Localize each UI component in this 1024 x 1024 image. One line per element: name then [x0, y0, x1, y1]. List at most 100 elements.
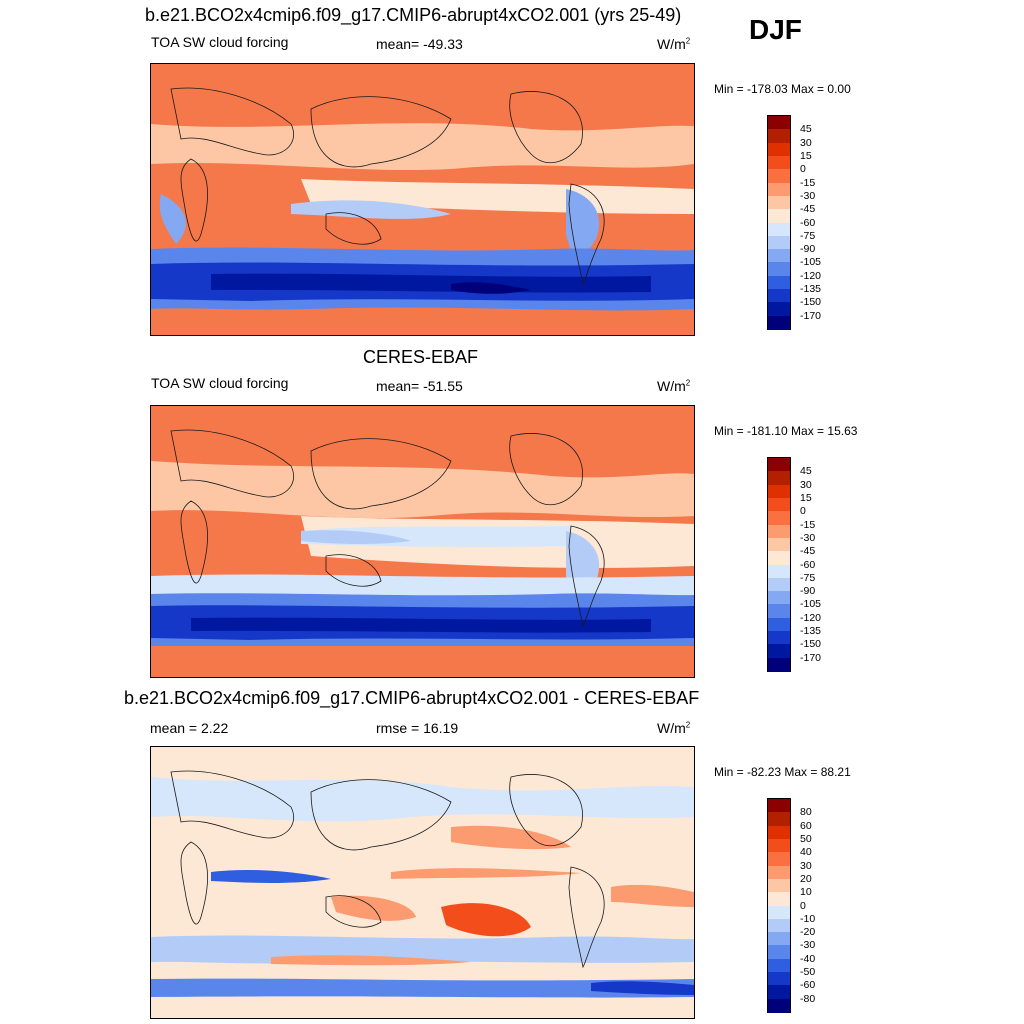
colorbar-swatch [768, 644, 790, 659]
colorbar-swatch [768, 631, 790, 645]
colorbar-label: 60 [800, 819, 812, 832]
colorbar-label: 45 [800, 465, 812, 478]
colorbar-swatch [768, 577, 790, 592]
colorbar-label: 45 [800, 123, 812, 136]
colorbar-swatch [768, 958, 790, 973]
panel-2-map [150, 405, 695, 678]
colorbar-swatch [768, 458, 790, 472]
colorbar-label: 20 [800, 872, 812, 885]
colorbar-label: -105 [800, 256, 822, 269]
colorbar-label: -80 [800, 992, 816, 1005]
colorbar-label: -120 [800, 611, 822, 624]
colorbar-label: 0 [800, 899, 806, 912]
colorbar-label: -90 [800, 243, 816, 256]
colorbar-swatch [768, 945, 790, 960]
colorbar-label: -30 [800, 531, 816, 544]
colorbar-label: -75 [800, 229, 816, 242]
colorbar-swatch [768, 617, 790, 632]
panel-1-colorbar: 45 30 15 0 -15 -30 -45 -60 -75 -90 -105 -120 -135 -15… [767, 115, 821, 330]
colorbar-label: 0 [800, 163, 806, 176]
panel-1-map [150, 63, 695, 336]
colorbar-label: -135 [800, 283, 822, 296]
colorbar-swatch [768, 657, 790, 672]
colorbar-label: -120 [800, 269, 822, 282]
colorbar-swatch [768, 972, 790, 986]
colorbar-label: -50 [800, 966, 816, 979]
colorbar-swatch [768, 315, 790, 330]
colorbar-swatch [768, 878, 790, 893]
colorbar-swatch [768, 511, 790, 526]
colorbar-label: -15 [800, 518, 816, 531]
panel-1-mean: mean= -49.33 [376, 36, 463, 52]
colorbar-label: -60 [800, 979, 816, 992]
colorbar-label: -40 [800, 952, 816, 965]
colorbar-swatch [768, 129, 790, 144]
colorbar-label: -170 [800, 651, 822, 664]
panel-3-rmse: rmse = 16.19 [376, 720, 459, 736]
colorbar-swatch [768, 564, 790, 579]
panel-2-mean: mean= -51.55 [376, 378, 463, 394]
panel-2-map-field [151, 406, 694, 677]
colorbar-swatch [768, 471, 790, 486]
colorbar-label: -150 [800, 296, 822, 309]
colorbar-label: -135 [800, 625, 822, 638]
colorbar-swatch [768, 524, 790, 539]
colorbar-label: 30 [800, 859, 812, 872]
colorbar-label: -45 [800, 545, 816, 558]
colorbar-swatch [768, 852, 790, 867]
panel-3-units: W/m2 [657, 720, 691, 736]
colorbar-swatch [768, 918, 790, 933]
colorbar-label: -15 [800, 176, 816, 189]
colorbar-label: -60 [800, 558, 816, 571]
panel-2-colorbar: 45 30 15 0 -15 -30 -45 -60 -75 -90 -105 -120 -135 -15… [767, 457, 821, 672]
colorbar-swatch [768, 484, 790, 499]
panel-3-map-field [151, 747, 694, 1018]
panel-1-variable: TOA SW cloud forcing [151, 34, 289, 50]
colorbar-swatch [768, 998, 790, 1013]
colorbar-label: -105 [800, 598, 822, 611]
colorbar-swatch [768, 169, 790, 184]
panel-3-title: b.e21.BCO2x4cmip6.f09_g17.CMIP6-abrupt4x… [124, 688, 700, 708]
colorbar-label: -150 [800, 638, 822, 651]
colorbar-label: 15 [800, 491, 812, 504]
colorbar-label: -30 [800, 189, 816, 202]
colorbar-label: 30 [800, 136, 812, 149]
colorbar-swatch [768, 799, 790, 813]
colorbar-swatch [768, 302, 790, 317]
colorbar-swatch [768, 591, 790, 605]
panel-1-map-field [151, 64, 694, 335]
panel-1-title: b.e21.BCO2x4cmip6.f09_g17.CMIP6-abrupt4x… [145, 5, 682, 25]
colorbar-swatch [768, 865, 790, 880]
panel-3-colorbar: 80 60 50 40 30 20 10 0 -10 -20 -30 -40 -50 -60 -80 [767, 798, 815, 1013]
colorbar-swatch [768, 222, 790, 237]
colorbar-swatch [768, 537, 790, 552]
colorbar-swatch [768, 142, 790, 157]
colorbar-swatch [768, 838, 790, 853]
colorbar-swatch [768, 892, 790, 906]
colorbar-swatch [768, 551, 790, 565]
colorbar-label: -60 [800, 216, 816, 229]
panel-2-variable: TOA SW cloud forcing [151, 375, 289, 391]
colorbar-label: 50 [800, 832, 812, 845]
colorbar-label: -10 [800, 912, 816, 925]
colorbar-label: -90 [800, 585, 816, 598]
colorbar-label: -45 [800, 203, 816, 216]
panel-3-map [150, 746, 695, 1019]
colorbar-swatch [768, 209, 790, 223]
colorbar-label: -20 [800, 926, 816, 939]
colorbar-swatch [768, 155, 790, 170]
colorbar-swatch [768, 604, 790, 619]
colorbar-label: 80 [800, 806, 812, 819]
season-label: DJF [749, 14, 802, 45]
colorbar-label: 0 [800, 505, 806, 518]
colorbar-label: 40 [800, 846, 812, 859]
colorbar-swatch [768, 262, 790, 277]
panel-3-mean: mean = 2.22 [150, 720, 229, 736]
panel-2-minmax: Min = -181.10 Max = 15.63 [714, 424, 858, 438]
colorbar-swatch [768, 497, 790, 512]
panel-3-minmax: Min = -82.23 Max = 88.21 [714, 765, 851, 779]
colorbar-label: -170 [800, 309, 822, 322]
colorbar-swatch [768, 235, 790, 250]
colorbar-swatch [768, 812, 790, 827]
colorbar-swatch [768, 195, 790, 210]
